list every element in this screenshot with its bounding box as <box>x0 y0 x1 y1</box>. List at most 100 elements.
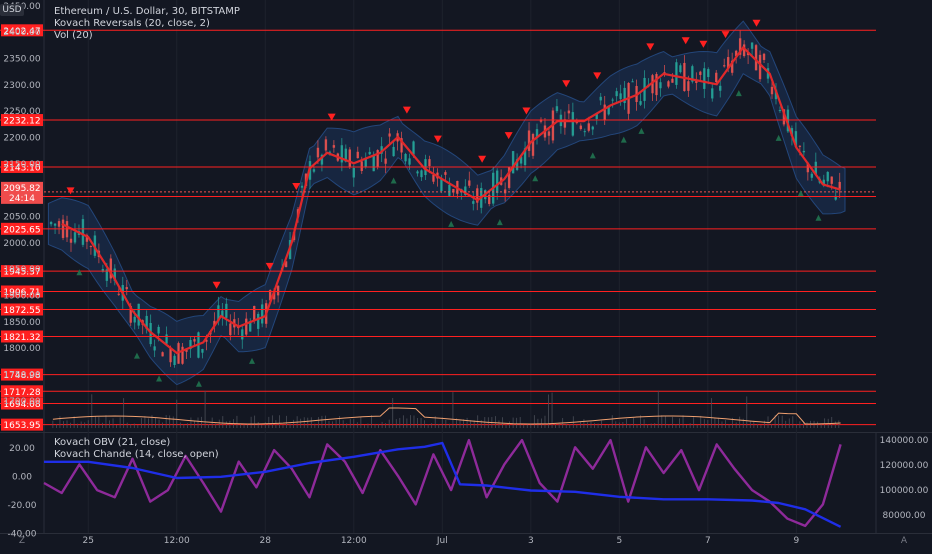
lower-left-tick-label: 20.00 <box>9 444 35 454</box>
moving-average-line <box>61 45 841 355</box>
candle-body <box>615 91 618 97</box>
level-label: 1821.32 <box>3 333 40 343</box>
candle-body <box>639 101 642 105</box>
indicator-volume[interactable]: Vol (20) <box>54 30 93 41</box>
candle-body <box>691 66 694 82</box>
candle-body <box>169 348 172 363</box>
candle-body <box>320 154 324 165</box>
chande-line <box>43 438 842 528</box>
candle-body <box>452 188 455 193</box>
candle-body <box>782 109 786 125</box>
candle-body <box>655 74 658 96</box>
candle-body <box>563 119 567 128</box>
candle-body <box>734 50 738 57</box>
level-label: 1694.08 <box>3 400 40 410</box>
candle-body <box>567 110 571 114</box>
candle-body <box>762 53 766 60</box>
candle-body <box>679 65 682 73</box>
candle-body <box>113 268 117 282</box>
zoom-reset-icon[interactable]: Z <box>19 536 25 546</box>
candle-body <box>376 150 379 167</box>
candle-body <box>715 72 718 83</box>
candle-body <box>137 303 140 326</box>
y-tick-label: 1900.00 <box>3 292 40 302</box>
candle-body <box>695 79 698 83</box>
candle-body <box>659 82 662 89</box>
candle-body <box>352 168 355 178</box>
reversal-down-marker <box>681 37 690 45</box>
candle-body <box>599 96 602 101</box>
candle-body <box>547 131 551 136</box>
reversal-up-marker <box>249 357 255 364</box>
candle-body <box>117 293 120 295</box>
reversal-down-marker <box>265 262 274 270</box>
candle-body <box>145 315 148 330</box>
candle-body <box>189 339 192 350</box>
candle-body <box>587 123 590 131</box>
x-tick-label: 7 <box>705 536 711 546</box>
candle-body <box>663 72 666 74</box>
candle-body <box>105 269 109 281</box>
candle-body <box>89 245 93 247</box>
auto-scale-icon[interactable]: A <box>901 536 908 546</box>
candle-body <box>260 304 264 324</box>
reversal-down-marker <box>478 155 487 163</box>
candle-body <box>579 125 583 130</box>
x-tick-label: 5 <box>616 536 622 546</box>
candle-body <box>535 129 539 138</box>
candle-body <box>276 285 280 296</box>
reversal-up-marker <box>797 190 804 197</box>
candle-body <box>707 69 710 78</box>
candle-body <box>185 349 188 352</box>
indicator-kovach-reversals[interactable]: Kovach Reversals (20, close, 2) <box>54 18 210 29</box>
candle-body <box>794 131 798 147</box>
y-tick-label: 2150.00 <box>3 160 40 170</box>
candle-body <box>356 151 359 159</box>
candle-body <box>408 158 411 165</box>
candle-body <box>444 172 447 175</box>
y-tick-label: 2000.00 <box>3 239 40 249</box>
candle-body <box>360 161 363 172</box>
candle-body <box>719 85 722 91</box>
currency-label[interactable]: USD <box>0 4 24 16</box>
reversal-down-marker <box>433 135 442 143</box>
candle-body <box>699 71 702 75</box>
level-label: 2402.47 <box>3 27 40 37</box>
level-label: 1906.71 <box>3 288 40 298</box>
reversal-down-marker <box>522 107 531 115</box>
level-label: 1748.98 <box>3 371 40 381</box>
candle-body <box>774 89 778 100</box>
candle-body <box>49 221 53 225</box>
level-label: 2232.12 <box>3 117 40 127</box>
lower-left-tick-label: -40.00 <box>7 530 36 540</box>
reversal-up-marker <box>496 219 503 226</box>
lower-right-tick-label: 80000.00 <box>883 511 926 521</box>
candle-body <box>810 173 814 178</box>
candle-body <box>241 329 244 340</box>
candle-body <box>440 178 443 192</box>
candle-body <box>221 310 224 317</box>
candle-body <box>272 291 276 300</box>
indicator-kovach-chande[interactable]: Kovach Chande (14, close, open) <box>54 449 219 460</box>
candle-body <box>472 201 475 204</box>
candle-body <box>133 316 136 323</box>
candle-body <box>428 159 431 167</box>
level-label-box <box>1 24 43 37</box>
y-tick-label: 1750.00 <box>3 371 40 381</box>
symbol-title[interactable]: Ethereum / U.S. Dollar, 30, BITSTAMP <box>54 6 240 17</box>
x-tick-label: 12:00 <box>164 536 190 546</box>
candle-body <box>73 232 77 243</box>
candle-body <box>229 323 232 336</box>
candle-body <box>161 352 164 357</box>
reversal-band <box>47 20 846 386</box>
candle-body <box>507 167 511 188</box>
indicator-kovach-obv[interactable]: Kovach OBV (21, close) <box>54 437 171 448</box>
candle-body <box>205 339 208 342</box>
candle-body <box>555 106 559 112</box>
candle-body <box>332 145 336 148</box>
y-tick-label: 2050.00 <box>3 213 40 223</box>
candle-body <box>838 181 841 190</box>
reversal-down-marker <box>292 183 301 191</box>
candle-body <box>253 305 256 321</box>
